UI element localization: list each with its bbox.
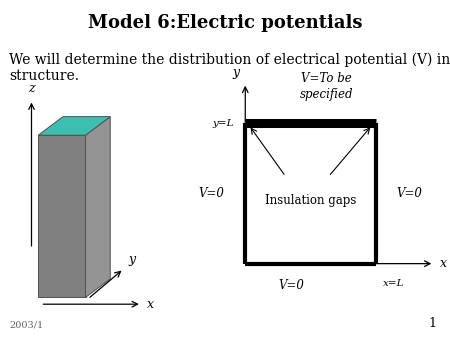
Polygon shape: [38, 135, 86, 297]
Text: V=0: V=0: [278, 279, 304, 292]
Text: 2003/1: 2003/1: [9, 320, 43, 330]
Polygon shape: [86, 117, 110, 297]
Polygon shape: [38, 117, 110, 135]
Text: Model 6:Electric potentials: Model 6:Electric potentials: [88, 14, 362, 31]
Text: V=To be
specified: V=To be specified: [299, 72, 353, 101]
Text: Insulation gaps: Insulation gaps: [265, 194, 356, 207]
Text: y: y: [128, 253, 135, 266]
Text: x: x: [147, 298, 154, 311]
Text: x: x: [440, 257, 447, 270]
Text: We will determine the distribution of electrical potential (V) in a
structure.: We will determine the distribution of el…: [9, 52, 450, 83]
Text: 1: 1: [428, 317, 436, 330]
Text: V=0: V=0: [396, 187, 423, 200]
Text: V=0: V=0: [198, 187, 225, 200]
Text: z: z: [28, 82, 35, 95]
Text: y=L: y=L: [212, 119, 234, 128]
Text: y: y: [233, 67, 240, 79]
Text: x=L: x=L: [382, 279, 404, 288]
